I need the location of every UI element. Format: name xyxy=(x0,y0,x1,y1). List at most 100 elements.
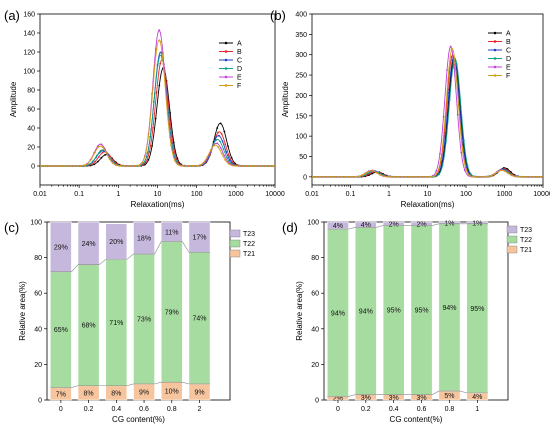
legend-marker-A xyxy=(493,31,497,35)
series-point-C xyxy=(465,165,468,168)
panel-2: 7%65%29%8%68%24%8%71%20%9%73%18%10%79%11… xyxy=(4,220,255,425)
bar-label-T21: 9% xyxy=(139,389,149,396)
x-tick-label: 100 xyxy=(191,191,203,198)
series-point-D xyxy=(143,161,145,164)
panel-3: 2%94%4%3%94%4%3%95%2%3%95%2%5%94%1%4%95%… xyxy=(282,220,532,425)
series-point-F xyxy=(170,144,172,147)
bar-label-T22: 79% xyxy=(165,309,179,316)
series-point-D xyxy=(92,159,95,162)
series-point-F xyxy=(246,165,248,167)
x-tick-label: 1000 xyxy=(228,191,244,198)
legend-marker-E xyxy=(493,65,497,69)
y-tick-label: 0 xyxy=(303,174,307,181)
y-tick-label: 40 xyxy=(34,326,42,333)
series-point-B xyxy=(159,62,162,65)
legend-label-T22: T22 xyxy=(243,241,255,248)
legend-label-T22: T22 xyxy=(520,237,532,244)
legend-swatch-T23 xyxy=(506,225,518,234)
panel-label: (d) xyxy=(282,220,298,235)
bar-label-T22: 94% xyxy=(442,305,456,312)
legend-marker-F xyxy=(224,84,228,87)
series-point-A xyxy=(93,163,96,166)
bar-label-T21: 10% xyxy=(165,389,179,396)
connector-T21 xyxy=(50,381,211,388)
y-tick-label: 80 xyxy=(27,88,35,95)
series-point-E xyxy=(435,169,438,172)
series-point-F xyxy=(155,48,158,51)
series-point-F xyxy=(94,151,97,154)
series-point-F xyxy=(372,170,375,172)
series-point-A xyxy=(219,122,222,125)
y-tick-label: 0 xyxy=(315,398,319,405)
series-point-F xyxy=(137,164,140,167)
series-point-E xyxy=(216,142,219,145)
bar-label-T23: 24% xyxy=(82,241,96,248)
series-point-F xyxy=(72,165,75,167)
x-tick-label: 1 xyxy=(116,191,120,198)
bar-label-T22: 95% xyxy=(470,306,484,313)
y-axis-label: Relative area(%) xyxy=(18,281,27,341)
series-point-F xyxy=(213,144,216,147)
connector-T22 xyxy=(327,223,488,230)
series-point-D xyxy=(99,149,102,152)
series-point-C xyxy=(218,134,220,137)
series-point-B xyxy=(217,131,219,134)
y-tick-label: 350 xyxy=(295,32,307,39)
series-point-F xyxy=(489,174,492,177)
series-point-F xyxy=(191,165,194,167)
series-point-F xyxy=(101,146,104,148)
connector-T21 xyxy=(327,390,488,397)
y-tick-label: 60 xyxy=(311,291,319,298)
series-point-F xyxy=(496,170,499,173)
bar-label-T22: 65% xyxy=(54,327,68,334)
series-point-F xyxy=(368,170,371,172)
y-axis-label: Relative area(%) xyxy=(295,281,304,341)
series-point-F xyxy=(267,165,270,167)
series-point-D xyxy=(455,63,458,66)
series-point-F xyxy=(231,164,234,167)
x-tick-label: 0.2 xyxy=(361,406,371,413)
y-tick-label: 0 xyxy=(31,164,35,171)
bar-label-T21: 5% xyxy=(444,393,454,400)
bar-label-T21: 3% xyxy=(417,395,427,402)
series-point-D xyxy=(96,154,98,157)
legend-marker-A xyxy=(224,41,228,45)
series-point-F xyxy=(425,175,428,178)
legend-marker-B xyxy=(493,40,497,43)
series-point-A xyxy=(154,117,157,120)
series-point-B xyxy=(450,56,453,59)
series-point-F xyxy=(202,161,205,164)
y-tick-label: 0 xyxy=(38,398,42,405)
series-point-C xyxy=(444,134,447,137)
legend-swatch-T21 xyxy=(229,249,241,258)
legend-marker-D xyxy=(224,67,228,70)
bar-label-T21: 4% xyxy=(472,394,482,401)
series-point-F xyxy=(108,158,111,160)
series-point-E xyxy=(449,45,452,48)
x-tick-label: 0.1 xyxy=(74,191,84,198)
series-point-F xyxy=(329,175,332,178)
series-point-F xyxy=(188,165,191,167)
series-point-F xyxy=(105,151,107,154)
series-point-F xyxy=(411,175,414,178)
bar-label-T23: 17% xyxy=(192,235,206,242)
legend-label-E: E xyxy=(506,65,511,72)
x-tick-label: 1000 xyxy=(497,191,513,198)
x-tick-label: 0.1 xyxy=(346,191,356,198)
series-point-D xyxy=(470,173,472,176)
series-point-F xyxy=(340,175,343,178)
series-point-C xyxy=(447,92,450,95)
series-point-B xyxy=(90,163,93,166)
bar-label-T21: 9% xyxy=(194,389,204,396)
x-axis-label: CG content(%) xyxy=(390,415,443,424)
series-point-F xyxy=(439,157,442,160)
series-point-F xyxy=(206,156,209,158)
series-point-C xyxy=(221,140,224,143)
legend-label-A: A xyxy=(506,31,511,38)
x-tick-label: 0.4 xyxy=(111,406,121,413)
series-point-A xyxy=(104,154,106,156)
series-point-D xyxy=(218,140,221,143)
series-point-B xyxy=(94,160,97,163)
series-point-F xyxy=(322,175,325,178)
